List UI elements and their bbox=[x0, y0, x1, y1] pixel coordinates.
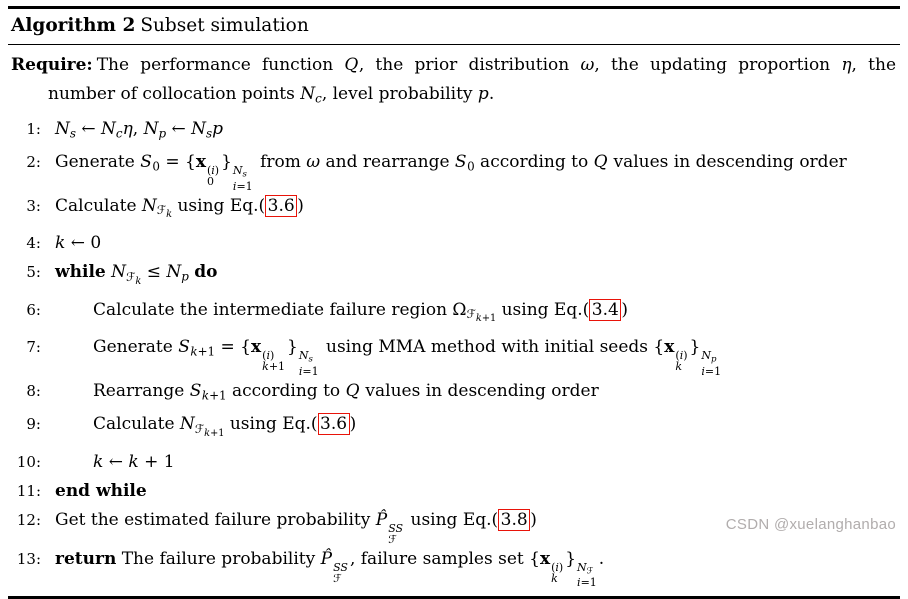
algorithm-label: Algorithm 2 bbox=[11, 15, 136, 36]
algorithm-line: 6: Calculate the intermediate failure reg… bbox=[11, 296, 896, 333]
algorithm-line: 7: Generate Sk+1 = {x (i) k+1} Ns i=1 using M… bbox=[11, 333, 896, 377]
line-content: end while bbox=[55, 480, 147, 501]
eq-ref-link[interactable]: 3.8 bbox=[498, 508, 531, 531]
algorithm-line: 4: k ← 0 bbox=[11, 229, 896, 258]
algorithm-body: Require: The performance function Q, the … bbox=[8, 45, 900, 596]
line-content: return The failure probability P̂ SS ℱ, fa… bbox=[55, 548, 605, 590]
line-number: 7: bbox=[26, 338, 41, 357]
line-content: k ← 0 bbox=[55, 233, 102, 254]
require-line: Require: The performance function Q, the … bbox=[11, 51, 896, 114]
line-number: 10: bbox=[16, 452, 41, 471]
line-number: 6: bbox=[26, 300, 41, 319]
line-content: k ← k + 1 bbox=[93, 451, 175, 472]
line-number: 12: bbox=[16, 510, 41, 529]
line-number: 5: bbox=[26, 263, 41, 282]
line-number: 2: bbox=[26, 153, 41, 172]
algorithm-line: 3: Calculate Nℱk using Eq.(3.6) bbox=[11, 192, 896, 229]
algorithm-header: Algorithm 2 Subset simulation bbox=[8, 9, 900, 45]
algorithm-line: 1: Ns ← Ncη, Np ← Nsp bbox=[11, 115, 896, 149]
algorithm-line: 9: Calculate Nℱk+1 using Eq.(3.6) bbox=[11, 410, 896, 447]
algorithm-line: 11: end while bbox=[11, 477, 896, 506]
line-number: 3: bbox=[26, 196, 41, 215]
eq-ref-link[interactable]: 3.4 bbox=[589, 298, 622, 321]
line-content: Generate S0 = {x (i) 0} Ns i=1 from ω and re… bbox=[55, 152, 847, 193]
line-number: 8: bbox=[26, 381, 41, 400]
algorithm-line: 8: Rearrange Sk+1 according to Q values i… bbox=[11, 377, 896, 411]
line-number: 1: bbox=[26, 119, 41, 138]
eq-ref-link[interactable]: 3.6 bbox=[265, 194, 298, 217]
line-content: Calculate Nℱk+1 using Eq.(3.6) bbox=[93, 413, 357, 439]
algorithm-line: 10: k ← k + 1 bbox=[11, 448, 896, 477]
line-content: Get the estimated failure probability P̂… bbox=[55, 508, 537, 546]
algorithm-line: 12: Get the estimated failure probability… bbox=[11, 506, 896, 545]
line-number: 4: bbox=[26, 234, 41, 253]
require-label: Require: bbox=[11, 55, 93, 75]
line-content: Generate Sk+1 = {x (i) k+1} Ns i=1 using MMA… bbox=[93, 337, 722, 378]
line-number: 11: bbox=[16, 481, 41, 500]
line-content: Calculate the intermediate failure regio… bbox=[93, 298, 628, 325]
algorithm-box: Algorithm 2 Subset simulation Require: The… bbox=[8, 6, 900, 599]
algorithm-line: 2: Generate S0 = {x (i) 0} Ns i=1 from ω and … bbox=[11, 148, 896, 192]
line-content: Rearrange Sk+1 according to Q values in … bbox=[93, 380, 599, 403]
watermark: CSDN @xuelanghanbao bbox=[725, 516, 896, 533]
algorithm-title: Subset simulation bbox=[140, 15, 309, 36]
line-number: 9: bbox=[26, 415, 41, 434]
require-text: The performance function Q, the prior di… bbox=[48, 55, 897, 106]
algorithm-line: 13: return The failure probability P̂ SS ℱ,… bbox=[11, 545, 896, 589]
line-content: while Nℱk ≤ Np do bbox=[55, 262, 218, 287]
algorithm-line: 5: while Nℱk ≤ Np do bbox=[11, 258, 896, 295]
line-number: 13: bbox=[16, 549, 41, 568]
line-content: Ns ← Ncη, Np ← Nsp bbox=[55, 118, 224, 141]
eq-ref-link[interactable]: 3.6 bbox=[317, 413, 350, 436]
line-content: Calculate Nℱk using Eq.(3.6) bbox=[55, 194, 304, 221]
